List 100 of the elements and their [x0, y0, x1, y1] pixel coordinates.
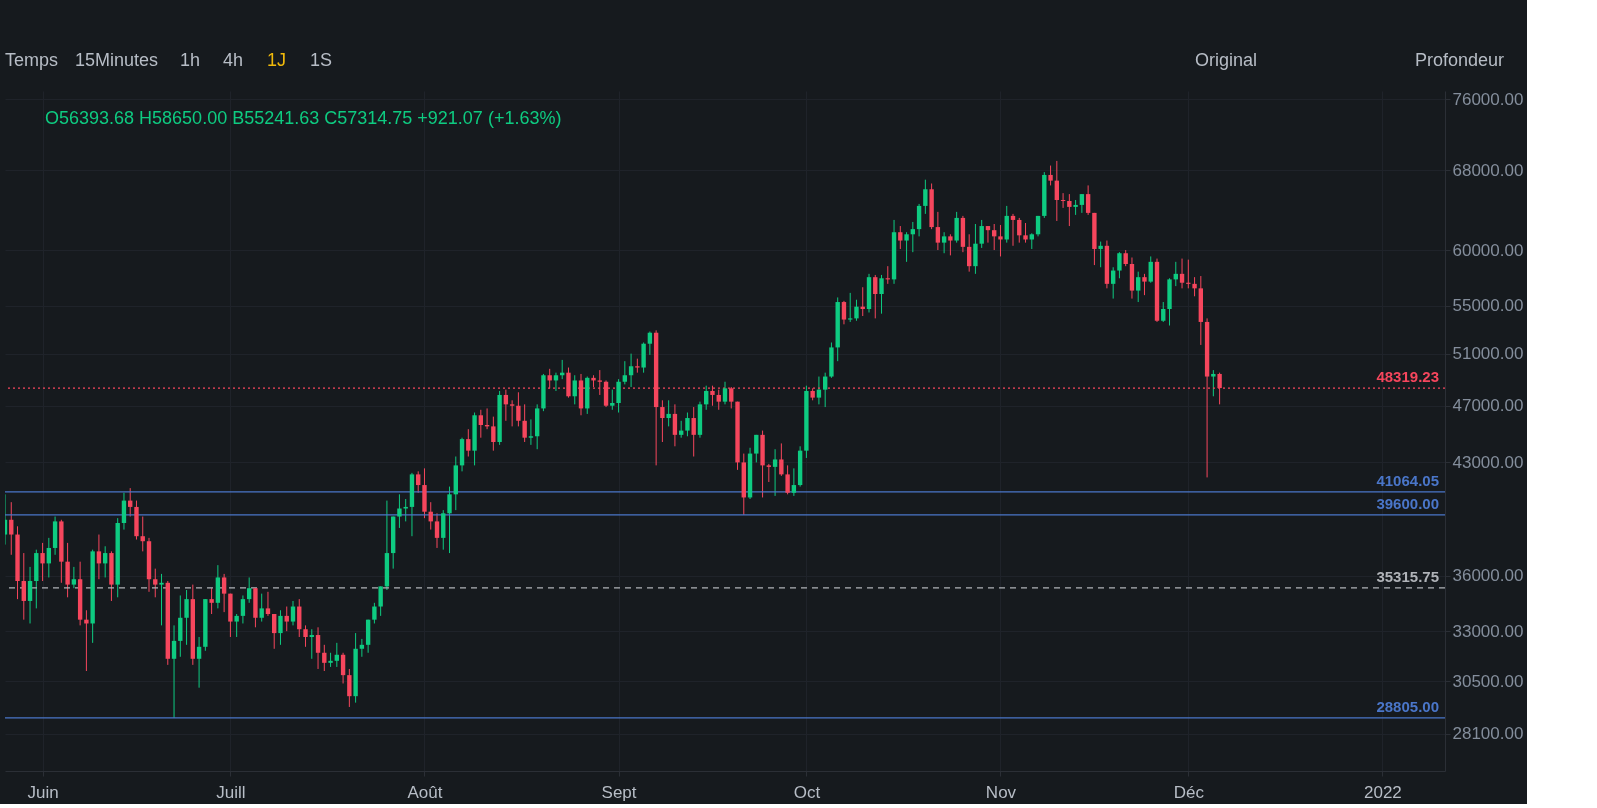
candlestick — [1211, 369, 1216, 397]
candlestick — [434, 512, 440, 549]
candlestick — [246, 576, 252, 604]
ref-line-label: 28805.00 — [1376, 697, 1439, 715]
candlestick — [403, 498, 408, 522]
candlestick — [1023, 222, 1028, 244]
candlestick — [1117, 251, 1122, 279]
text: 1h — [180, 50, 201, 70]
candlestick — [979, 219, 984, 249]
y-tick-label: 51000.00 — [1452, 344, 1524, 364]
candlestick — [96, 534, 102, 580]
candlestick — [378, 585, 383, 617]
candlestick — [159, 573, 164, 626]
candlestick — [278, 609, 283, 646]
candlestick — [184, 589, 189, 646]
candlestick — [221, 573, 227, 613]
candlestick — [27, 566, 33, 624]
x-tick-label: 2022 — [1363, 782, 1402, 802]
candlestick — [948, 233, 953, 256]
candlestick — [71, 566, 77, 589]
text: 1J — [267, 50, 287, 70]
candlestick — [785, 464, 790, 495]
text: Temps — [5, 50, 59, 70]
ref-line-label: 39600.00 — [1376, 494, 1439, 512]
candlestick — [121, 492, 127, 531]
candlestick — [973, 223, 978, 275]
text: Profondeur — [1415, 50, 1505, 70]
candlestick — [516, 391, 521, 427]
candlestick — [672, 403, 678, 447]
candlestick — [171, 624, 177, 719]
candlestick — [234, 613, 239, 638]
candlestick — [528, 418, 534, 446]
candlestick — [779, 442, 784, 477]
candlestick — [622, 360, 628, 385]
candlestick — [854, 299, 859, 322]
candlestick — [766, 463, 772, 483]
candlestick — [272, 613, 277, 650]
candlestick — [334, 642, 340, 668]
candlestick — [196, 636, 202, 689]
candlestick — [822, 372, 828, 408]
y-tick-label: 30500.00 — [1452, 671, 1524, 691]
candlestick — [904, 231, 909, 263]
candlestick — [21, 552, 26, 621]
candlestick — [816, 376, 822, 405]
candlestick — [1067, 193, 1072, 227]
candlestick — [491, 416, 496, 452]
candlestick — [240, 594, 246, 624]
y-tick-label: 28100.00 — [1452, 724, 1524, 744]
candlestick — [284, 606, 289, 632]
candlestick — [65, 542, 70, 598]
candlestick — [1098, 241, 1103, 268]
candlestick — [397, 493, 402, 529]
candlestick — [522, 403, 527, 443]
candlestick — [841, 300, 847, 325]
candlestick — [935, 211, 941, 251]
candlestick — [178, 594, 183, 658]
y-tick-label: 33000.00 — [1452, 621, 1524, 641]
y-tick-label: 60000.00 — [1452, 240, 1524, 260]
x-tick-label: Juin — [27, 782, 59, 802]
candlestick — [1079, 193, 1085, 214]
candlestick — [998, 224, 1003, 257]
candlestick — [140, 516, 145, 552]
text: Original — [1195, 50, 1258, 70]
x-tick-label: Sept — [601, 782, 637, 802]
y-tick-label: 36000.00 — [1452, 566, 1524, 586]
candlestick — [40, 542, 45, 582]
candlestick — [691, 406, 696, 458]
x-tick-label: Déc — [1173, 782, 1205, 802]
candlestick — [647, 331, 653, 356]
text: 15Minutes — [75, 50, 159, 70]
candlestick — [359, 638, 365, 658]
candlestick — [660, 399, 665, 443]
candlestick — [941, 231, 947, 254]
candlestick — [572, 374, 577, 405]
candlestick — [259, 593, 264, 623]
candlestick — [1192, 276, 1197, 297]
candlestick — [873, 274, 878, 319]
candlestick — [641, 341, 646, 374]
candlestick — [666, 399, 671, 427]
candlestick — [1161, 301, 1166, 323]
candlestick — [322, 644, 327, 672]
candlestick — [916, 203, 922, 237]
candlestick — [153, 568, 158, 598]
candlestick — [340, 652, 346, 684]
x-tick-label: Juill — [216, 782, 246, 802]
candlestick — [1148, 255, 1153, 284]
candlestick — [898, 225, 903, 250]
candlestick — [954, 211, 959, 244]
ref-line-label: 48319.23 — [1376, 368, 1439, 386]
ref-line-label: 41064.05 — [1376, 471, 1439, 489]
candlestick — [628, 353, 634, 388]
candlestick — [1179, 258, 1185, 289]
text: 1S — [310, 50, 333, 70]
candlestick — [1017, 217, 1022, 244]
candlestick — [616, 378, 621, 414]
candlestick — [347, 668, 352, 708]
candlestick — [265, 591, 271, 617]
candlestick — [303, 624, 308, 648]
candlestick — [923, 179, 928, 215]
candlestick — [722, 381, 728, 405]
